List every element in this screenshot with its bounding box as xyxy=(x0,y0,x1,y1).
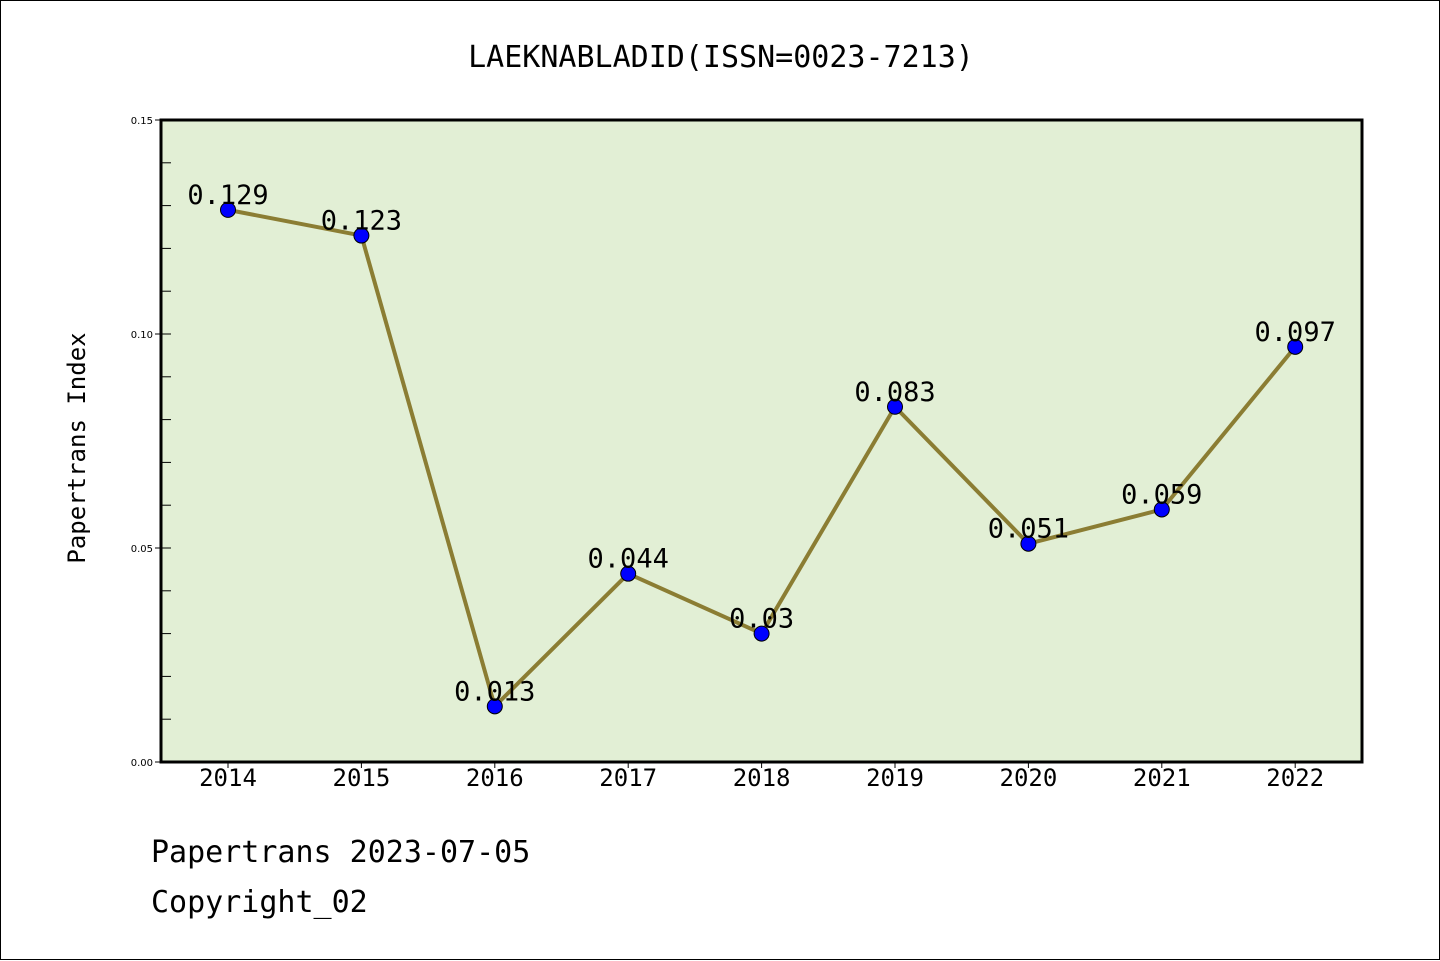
data-point xyxy=(353,227,370,244)
x-tick-label: 2014 xyxy=(199,764,257,792)
data-label: 0.097 xyxy=(1255,317,1336,348)
y-axis: 0.00 0.05 0.10 0.15 xyxy=(131,116,171,769)
data-label: 0.03 xyxy=(729,604,794,635)
x-tick-label: 2018 xyxy=(733,764,791,792)
data-label: 0.129 xyxy=(187,180,268,211)
x-tick-label: 2017 xyxy=(599,764,657,792)
y-tick-label: 0.15 xyxy=(131,116,153,127)
x-tick-label: 2019 xyxy=(866,764,924,792)
data-point xyxy=(486,698,503,715)
data-point xyxy=(887,398,903,415)
footer-date: Papertrans 2023-07-05 xyxy=(151,835,531,870)
y-tick-label: 0.05 xyxy=(131,544,153,555)
data-point xyxy=(1153,501,1170,518)
x-axis: 2014 2015 2016 2017 2018 2019 2020 2021 2022 xyxy=(199,762,1324,792)
x-tick-label: 2016 xyxy=(466,764,524,792)
data-point xyxy=(1287,338,1304,355)
y-axis-label: Papertrans Index xyxy=(63,332,91,563)
series-layer: 0.129 0.123 0.013 0.044 0.03 0.083 0.051 0.059 0… xyxy=(187,180,1336,715)
data-point xyxy=(220,201,236,218)
data-label: 0.044 xyxy=(588,544,669,575)
x-tick-label: 2020 xyxy=(1000,764,1058,792)
x-tick-label: 2015 xyxy=(333,764,391,792)
chart-title: LAEKNABLADID(ISSN=0023-7213) xyxy=(468,40,974,75)
x-tick-label: 2021 xyxy=(1133,764,1191,792)
data-label: 0.123 xyxy=(321,206,402,237)
y-tick-label: 0.00 xyxy=(131,758,153,769)
footer-copyright: Copyright_02 xyxy=(151,885,368,920)
y-tick-label: 0.10 xyxy=(131,330,153,341)
data-point xyxy=(1020,535,1037,552)
x-tick-label: 2022 xyxy=(1266,764,1324,792)
data-point xyxy=(753,625,770,642)
plot-area xyxy=(159,118,1364,764)
data-label: 0.059 xyxy=(1121,479,1202,510)
data-label: 0.013 xyxy=(454,676,535,707)
data-point xyxy=(620,565,637,582)
data-label: 0.083 xyxy=(854,377,935,408)
data-label: 0.051 xyxy=(988,514,1069,545)
